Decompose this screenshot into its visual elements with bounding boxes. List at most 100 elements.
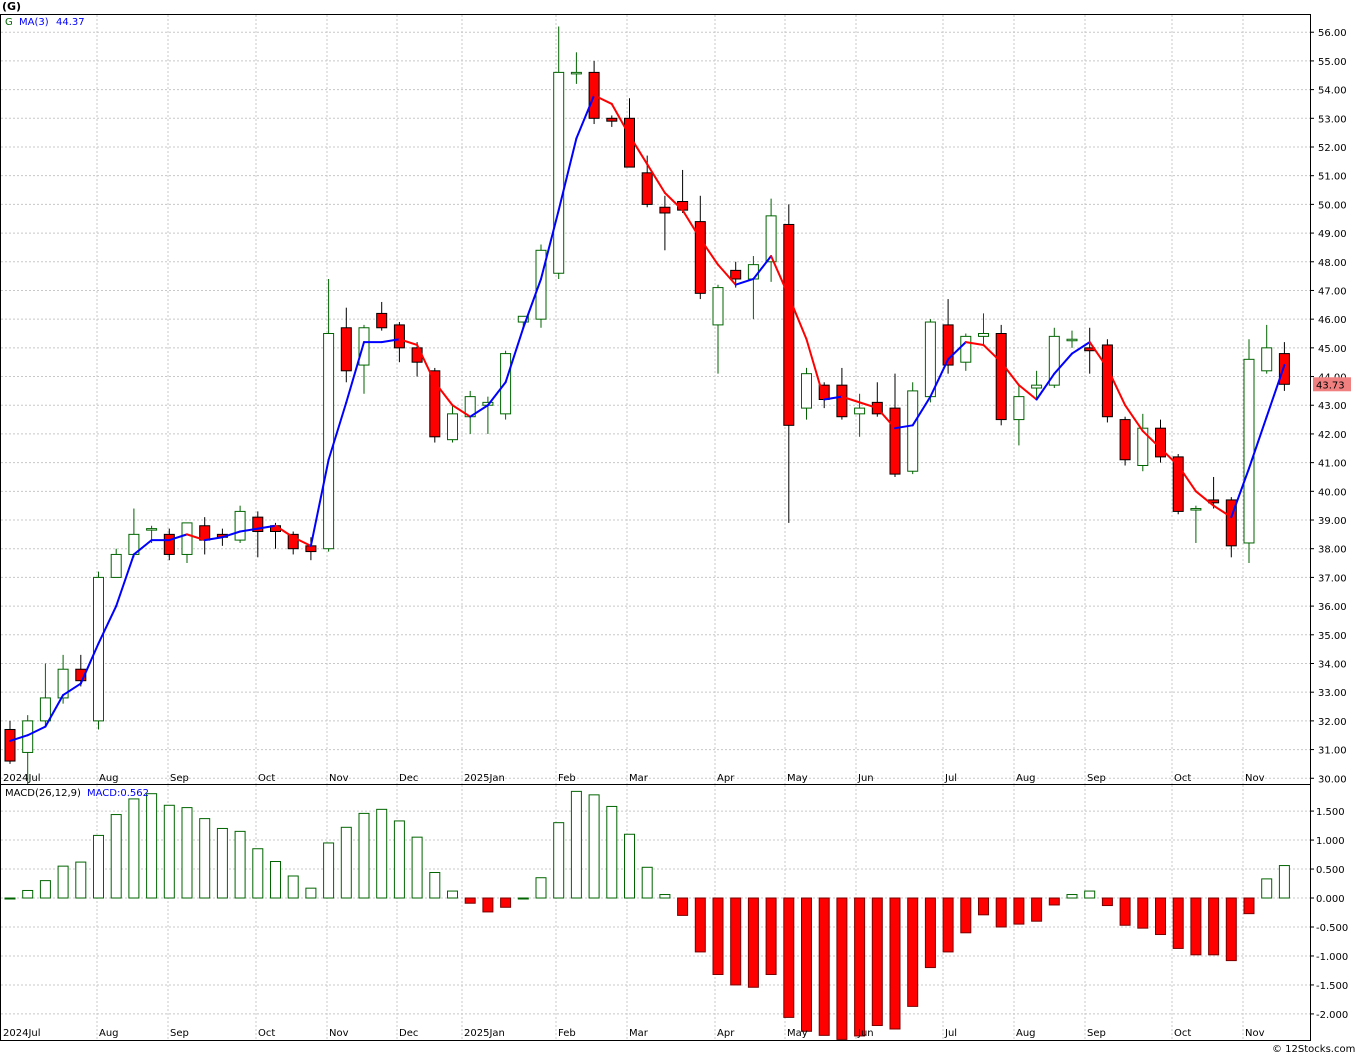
macd-bar-positive bbox=[287, 875, 299, 899]
candle-body-up bbox=[1243, 358, 1255, 544]
macd-bar-negative bbox=[783, 897, 795, 1018]
price-tick-label: 41.00 bbox=[1318, 459, 1347, 470]
macd-value-label: MACD:0.562 bbox=[87, 788, 149, 799]
price-tick-label: 40.00 bbox=[1318, 487, 1347, 498]
ma-segment bbox=[451, 404, 472, 418]
macd-x-label: Nov bbox=[1245, 1028, 1265, 1039]
candle-body-down bbox=[287, 533, 299, 550]
price-x-label: Jun bbox=[857, 773, 874, 784]
candle-body-up bbox=[93, 576, 104, 722]
candle-body-down bbox=[376, 312, 388, 329]
candle-body-down bbox=[889, 407, 901, 475]
ma-segment bbox=[115, 553, 135, 608]
macd-bar-positive bbox=[447, 890, 458, 899]
candle-body-up bbox=[323, 333, 335, 550]
candle-body-up bbox=[765, 215, 777, 263]
ma-segment bbox=[593, 94, 613, 105]
macd-tick-label: 1.500 bbox=[1316, 807, 1345, 818]
ma-segment bbox=[504, 326, 525, 384]
candle-body-up bbox=[1013, 396, 1025, 421]
macd-bar-positive bbox=[323, 842, 335, 899]
macd-bar-positive bbox=[1066, 894, 1078, 899]
price-x-label: Apr bbox=[717, 773, 735, 784]
price-x-label: Oct bbox=[1174, 773, 1191, 784]
macd-bar-negative bbox=[1155, 897, 1166, 936]
candle-body-down bbox=[659, 206, 671, 214]
ma-segment bbox=[876, 407, 896, 430]
macd-bar-negative bbox=[942, 897, 954, 953]
macd-bar-positive bbox=[181, 807, 193, 899]
candle bbox=[1190, 505, 1202, 543]
price-panel: 30.00 31.00 32.00 33.00 34.00 35.00 36.00 37.00… bbox=[0, 14, 1351, 785]
macd-bar-positive bbox=[429, 872, 441, 899]
candle bbox=[1101, 339, 1113, 423]
candle-body-down bbox=[429, 370, 441, 438]
price-x-label: Dec bbox=[399, 773, 418, 784]
macd-bar-positive bbox=[234, 830, 246, 899]
candle bbox=[39, 663, 51, 727]
candle-body-up bbox=[535, 249, 547, 320]
candle bbox=[1172, 454, 1184, 515]
candle bbox=[1225, 497, 1237, 558]
candle-body-down bbox=[163, 533, 175, 555]
candle bbox=[801, 367, 812, 420]
macd-bar-positive bbox=[216, 827, 228, 899]
ma-segment bbox=[132, 539, 153, 556]
candle-body-down bbox=[1172, 456, 1184, 512]
price-tick-label: 39.00 bbox=[1318, 516, 1347, 527]
candle-body-down bbox=[1119, 419, 1131, 461]
candle-body-down bbox=[942, 324, 954, 366]
price-x-label: Feb bbox=[558, 773, 576, 784]
macd-bar-negative bbox=[1225, 897, 1237, 962]
macd-x-label: 2025Jan bbox=[464, 1028, 505, 1039]
last-price-badge: 43.73 bbox=[1313, 377, 1351, 392]
macd-bar-negative bbox=[960, 897, 972, 934]
macd-x-label: Aug bbox=[1016, 1028, 1036, 1039]
candle-body-down bbox=[340, 327, 352, 372]
macd-bar-negative bbox=[1243, 897, 1255, 915]
candle-body-up bbox=[358, 327, 370, 366]
macd-bar-positive bbox=[146, 793, 158, 899]
candle-body-down bbox=[836, 384, 848, 418]
macd-legend: MACD(26,12,9) MACD:0.562 bbox=[5, 788, 149, 799]
candle-body-down bbox=[641, 172, 653, 205]
macd-x-label: Dec bbox=[399, 1028, 418, 1039]
ma-segment bbox=[9, 734, 29, 742]
price-tick-label: 37.00 bbox=[1318, 573, 1347, 584]
ma-segment bbox=[823, 395, 843, 401]
price-x-label: Sep bbox=[1087, 773, 1106, 784]
candle-body-down bbox=[606, 117, 618, 122]
candle bbox=[1013, 385, 1025, 446]
candle-body-down bbox=[1278, 353, 1290, 385]
ma-segment bbox=[26, 725, 47, 737]
ma-segment bbox=[62, 682, 82, 697]
legend-ma-value: 44.37 bbox=[56, 17, 85, 28]
candle-body-up bbox=[1190, 508, 1202, 511]
candle bbox=[712, 284, 724, 374]
ma-segment bbox=[1141, 430, 1162, 450]
ma-segment bbox=[964, 341, 985, 346]
candle bbox=[694, 195, 706, 300]
macd-x-label: Feb bbox=[558, 1028, 576, 1039]
price-tick-label: 34.00 bbox=[1318, 659, 1347, 670]
ma-segment bbox=[1177, 464, 1197, 493]
price-x-label: 2025Jan bbox=[464, 773, 505, 784]
ma-segment bbox=[168, 533, 188, 542]
candle-body-up bbox=[234, 510, 246, 541]
ma-segment bbox=[1265, 364, 1286, 418]
candle bbox=[606, 115, 618, 127]
ma-segment bbox=[1053, 352, 1073, 375]
candle bbox=[181, 522, 193, 564]
price-tick-label: 51.00 bbox=[1318, 172, 1347, 183]
macd-bar-negative bbox=[677, 897, 689, 916]
candle bbox=[4, 720, 16, 764]
macd-bar-negative bbox=[694, 897, 706, 953]
macd-x-label: Jun bbox=[857, 1028, 874, 1039]
legend-symbol: G bbox=[5, 17, 13, 28]
ma-segment bbox=[274, 524, 295, 539]
macd-bar-negative bbox=[889, 897, 901, 1030]
macd-bar-negative bbox=[854, 897, 866, 1037]
ma-segment bbox=[628, 134, 649, 166]
ma-segment bbox=[1000, 361, 1020, 387]
candle-body-down bbox=[252, 516, 264, 532]
